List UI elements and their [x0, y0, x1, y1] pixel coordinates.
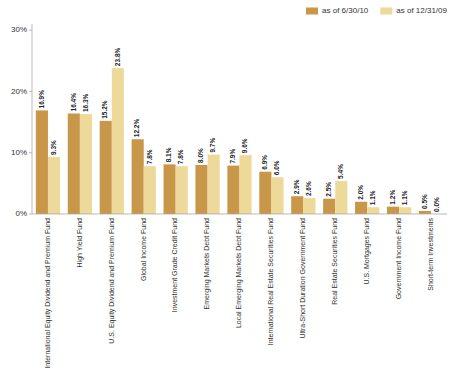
- data-label: 23.8%: [114, 47, 121, 66]
- bar: [195, 165, 207, 214]
- y-tick-label: 20%: [11, 87, 27, 96]
- data-label: 1.1%: [401, 190, 408, 205]
- x-tick-label: High Yield Fund: [76, 218, 84, 268]
- bar: [335, 181, 347, 214]
- data-label: 2.0%: [357, 185, 364, 200]
- x-tick-label: Real Estate Securities Fund: [331, 218, 338, 305]
- x-tick-label: Government Income Fund: [395, 218, 402, 299]
- bar: [367, 207, 379, 214]
- data-label: 7.9%: [229, 149, 236, 164]
- bar: [132, 139, 144, 214]
- data-label: 0.0%: [433, 197, 440, 212]
- data-label: 0.5%: [421, 194, 428, 209]
- data-label: 1.2%: [389, 190, 396, 205]
- x-tick-labels: International Equity Dividend and Premiu…: [44, 218, 434, 369]
- data-label: 2.9%: [293, 179, 300, 194]
- chart: 0% 10% 20% 30% 16.9% 16.4% 15.2% 12.2% 8.1% 8.0% 7…: [0, 0, 455, 373]
- bar: [208, 155, 220, 214]
- data-label: 16.4%: [70, 93, 77, 112]
- data-label: 16.3%: [82, 93, 89, 112]
- data-label: 6.9%: [261, 155, 268, 170]
- x-tick-label: International Real Estate Securities Fun…: [267, 218, 274, 345]
- data-label: 9.6%: [241, 138, 248, 153]
- x-tick-label: Global Income Fund: [140, 218, 147, 281]
- bar: [259, 172, 271, 214]
- data-labels: 16.9% 16.4% 15.2% 12.2% 8.1% 8.0% 7.9% 6.9% 2.9%…: [38, 47, 440, 212]
- bar: [176, 166, 188, 214]
- data-label: 6.0%: [273, 160, 280, 175]
- data-label: 1.1%: [369, 190, 376, 205]
- bar: [240, 155, 252, 214]
- y-tick-label: 10%: [11, 148, 27, 157]
- bar: [227, 166, 239, 214]
- x-tick-label: U.S. Mortgages Fund: [363, 218, 371, 285]
- x-tick-label: International Equity Dividend and Premiu…: [44, 218, 52, 369]
- x-axis-line: [32, 214, 447, 215]
- y-tick: [29, 30, 32, 31]
- data-label: 2.5%: [325, 182, 332, 197]
- legend-swatch: [306, 8, 318, 15]
- bar: [419, 211, 431, 214]
- x-tick-label: Emerging Markets Debt Fund: [203, 218, 211, 310]
- bar: [48, 157, 60, 214]
- bars: [36, 68, 431, 214]
- data-label: 5.4%: [337, 164, 344, 179]
- data-label: 2.6%: [305, 181, 312, 196]
- legend-swatch: [380, 8, 392, 15]
- bar: [80, 114, 92, 214]
- y-tick: [29, 214, 32, 215]
- y-tick: [29, 91, 32, 92]
- bar: [164, 164, 176, 214]
- legend-label: as of 6/30/10: [322, 6, 369, 15]
- bar: [100, 121, 112, 214]
- data-label: 15.2%: [101, 100, 108, 119]
- data-label: 7.8%: [146, 149, 153, 164]
- bar: [291, 196, 303, 214]
- legend: as of 6/30/10 as of 12/31/09: [306, 6, 448, 15]
- bar: [144, 166, 156, 214]
- bar: [323, 199, 335, 214]
- data-label: 9.7%: [209, 138, 216, 153]
- x-tick-label: Local Emerging Markets Debt Fund: [235, 218, 243, 328]
- y-tick: [29, 152, 32, 153]
- y-axis-line: [32, 24, 33, 214]
- data-label: 9.3%: [50, 140, 57, 155]
- data-label: 8.0%: [197, 148, 204, 163]
- x-tick-label: U.S. Equity Dividend and Premium Fund: [108, 218, 116, 344]
- bar: [112, 68, 124, 214]
- data-label: 16.9%: [38, 90, 45, 109]
- y-ticks: 0% 10% 20% 30%: [11, 25, 32, 218]
- bar: [68, 113, 80, 214]
- data-label: 7.8%: [177, 149, 184, 164]
- bar: [387, 207, 399, 214]
- legend-label: as of 12/31/09: [396, 6, 447, 15]
- data-label: 12.2%: [133, 119, 140, 138]
- x-tick-label: Ultra-Short Duration Government Fund: [299, 218, 306, 339]
- bar: [399, 207, 411, 214]
- x-tick-label: Short-term Investments: [427, 218, 434, 291]
- bar: [303, 198, 315, 214]
- bar: [36, 110, 48, 214]
- bar: [355, 202, 367, 214]
- x-tick-label: Investment Grade Credit Fund: [171, 218, 178, 312]
- y-tick-label: 0%: [15, 209, 27, 218]
- data-label: 8.1%: [165, 147, 172, 162]
- y-tick-label: 30%: [11, 25, 27, 34]
- bar: [271, 177, 283, 214]
